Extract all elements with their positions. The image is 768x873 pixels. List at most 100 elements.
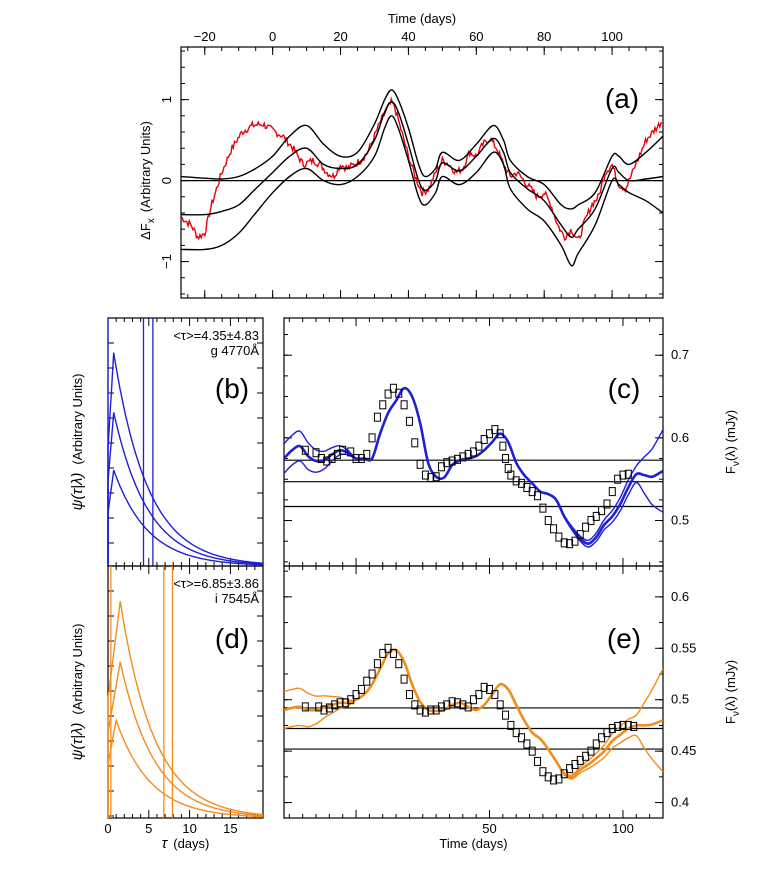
panel-c-data-point: [363, 449, 371, 459]
panel-d-x-label-units: (days): [173, 836, 209, 851]
panel-d-frame: [107, 565, 264, 819]
panel-c-data-point: [592, 511, 600, 521]
panel-c-model-line: [284, 387, 663, 542]
panel-c-data-point: [507, 470, 515, 480]
panel-c-data-point: [571, 536, 579, 546]
panel-c-data-point: [608, 487, 616, 497]
panel-e-data-point: [480, 682, 488, 692]
panel-c-data-point: [496, 429, 504, 439]
panel-d-y-label-psi: ψ(τ|λ): [69, 723, 86, 761]
panel-e-y-label-rest: (λ) (mJy): [723, 660, 738, 711]
panel-d-response-curve: [107, 661, 264, 818]
panel-e-data-point: [341, 698, 349, 708]
panel-c-data-point: [339, 445, 347, 455]
panel-e-data-point: [336, 698, 344, 708]
panel-e-x-tick-label: 100: [612, 821, 634, 836]
panel-e-x-tick-label: 50: [482, 821, 496, 836]
panel-a-y-tick-label: 1: [159, 96, 174, 103]
panel-c-data-point: [421, 470, 429, 480]
panel-c-data-point: [323, 456, 331, 466]
panel-e-data-point: [459, 700, 467, 710]
panel-c-model-line: [284, 386, 663, 546]
panel-e-data-point: [427, 705, 435, 715]
panel-e-data-point: [464, 702, 472, 712]
panel-e-y-tick-label: 0.5: [671, 692, 689, 707]
panel-e-data-point: [475, 690, 483, 700]
panel-c-label: (c): [608, 373, 641, 404]
panel-e-x-axis-label: Time (days): [439, 836, 507, 851]
panel-a-top-tick-label: 20: [333, 29, 347, 44]
panel-e-y-label-sub: ν: [731, 711, 742, 716]
panel-c-data-point: [475, 441, 483, 451]
panel-e-data-point: [486, 684, 494, 694]
panel-e-y-tick-label: 0.55: [671, 640, 696, 655]
panel-e-y-tick-label: 0.4: [671, 795, 689, 810]
panel-e-data-point: [405, 690, 413, 700]
panel-b-mean-lag-annotation: <τ>=4.35±4.83: [173, 328, 259, 343]
panel-e-data-point: [528, 746, 536, 756]
panel-c-data-point: [598, 506, 606, 516]
panel-e-data-point: [395, 659, 403, 669]
panel-e-y-tick-label: 0.45: [671, 743, 696, 758]
panel-a-top-tick-label: −20: [194, 29, 216, 44]
panel-e-data-point: [592, 739, 600, 749]
panel-e-data-point: [400, 674, 408, 684]
panel-c-y-label-sub: ν: [731, 461, 742, 466]
panel-c-data-point: [566, 539, 574, 549]
panel-c-data-point: [534, 491, 542, 501]
panel-a-top-tick-label: 40: [401, 29, 415, 44]
panel-c-data-point: [624, 469, 632, 479]
panel-e-data-point: [512, 728, 520, 738]
panel-e-data-point: [560, 769, 568, 779]
panel-a-label: (a): [605, 83, 639, 114]
panel-c-data-point: [582, 522, 590, 532]
panel-c-data-point: [603, 499, 611, 509]
panel-b-label: (b): [215, 373, 249, 404]
panel-d-x-label-tau: τ: [162, 835, 169, 852]
panel-c-data-point: [389, 383, 397, 393]
panel-e-data-point: [368, 669, 376, 679]
panel-a-top-axis-label: Time (days): [388, 11, 456, 26]
panel-e-data-point: [347, 695, 355, 705]
panel-e-data-point: [384, 643, 392, 653]
panel-a-series-red-line: [181, 96, 663, 242]
panel-a-y-tick-label: −1: [159, 254, 174, 269]
panel-b-y-axis-label: ψ(τ|λ) (Arbitrary Units): [69, 374, 86, 511]
panel-c-frame: [283, 317, 664, 567]
panel-e-data-point: [582, 751, 590, 761]
panel-e-data-point: [432, 705, 440, 715]
panel-c-data-point: [395, 388, 403, 398]
panel-c-data-point: [464, 449, 472, 459]
panel-e-data-point: [443, 700, 451, 710]
panel-a-top-tick-label: 100: [601, 29, 623, 44]
panel-c-data-point: [368, 433, 376, 443]
panel-c-data-point: [312, 448, 320, 458]
panel-a-top-tick-label: 0: [269, 29, 276, 44]
panel-e-data-point: [502, 710, 510, 720]
panel-c-data-point: [555, 532, 563, 542]
panel-c-data-point: [560, 538, 568, 548]
panel-e-model-line: [284, 649, 663, 776]
panel-a-y-tick-label: 0: [159, 177, 174, 184]
panel-d-response-curve: [107, 601, 263, 818]
panel-c-data-point: [539, 503, 547, 513]
panel-b-y-label-units: (Arbitrary Units): [70, 374, 85, 465]
panel-c-data-point: [411, 438, 419, 448]
panel-c-data-point: [427, 473, 435, 483]
panel-c-data-point: [301, 445, 309, 455]
panel-e-data-point: [630, 721, 638, 731]
panel-e-data-point: [416, 705, 424, 715]
panel-d-x-axis-label: τ (days): [162, 835, 210, 852]
panel-c-data-point: [352, 454, 360, 464]
panel-e-data-point: [544, 772, 552, 782]
panel-a-y-axis-label: ΔFx (Arbitrary Units): [138, 121, 157, 240]
panel-e-data-point: [411, 700, 419, 710]
panel-c-data-point: [453, 454, 461, 464]
panel-c-y-label-rest: (λ) (mJy): [723, 410, 738, 461]
panel-c-data-point: [576, 530, 584, 540]
panel-c-data-point: [502, 454, 510, 464]
panel-e-frame: [283, 565, 664, 819]
panel-a-y-label-units: (Arbitrary Units): [138, 121, 153, 212]
panel-e-data-point: [379, 648, 387, 658]
